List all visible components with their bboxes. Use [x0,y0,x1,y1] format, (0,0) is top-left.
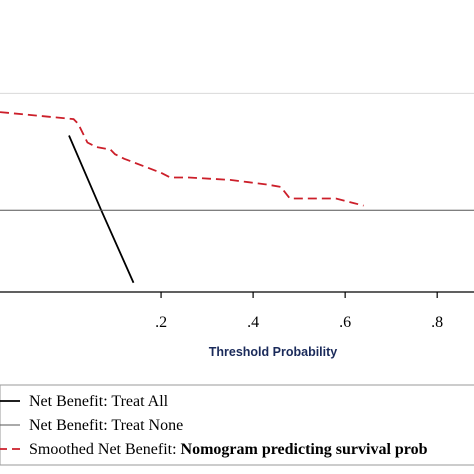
x-axis-title: Threshold Probability [209,345,338,359]
series-line-3 [0,111,364,207]
legend: Net Benefit: Treat All Net Benefit: Treat… [0,393,428,458]
x-tick-label: .2 [155,314,167,331]
series-lines [0,111,474,284]
legend-label-1: Net Benefit: Treat All [29,393,169,410]
x-tick-label: .4 [247,314,259,331]
legend-label-2: Net Benefit: Treat None [29,417,183,434]
legend-label-3: Smoothed Net Benefit: Nomogram predictin… [29,441,428,458]
x-axis: .2 .4 .6 .8 [0,291,474,331]
x-tick-label: .6 [339,314,351,331]
legend-box [0,384,474,466]
x-tick-label: .8 [431,314,443,331]
